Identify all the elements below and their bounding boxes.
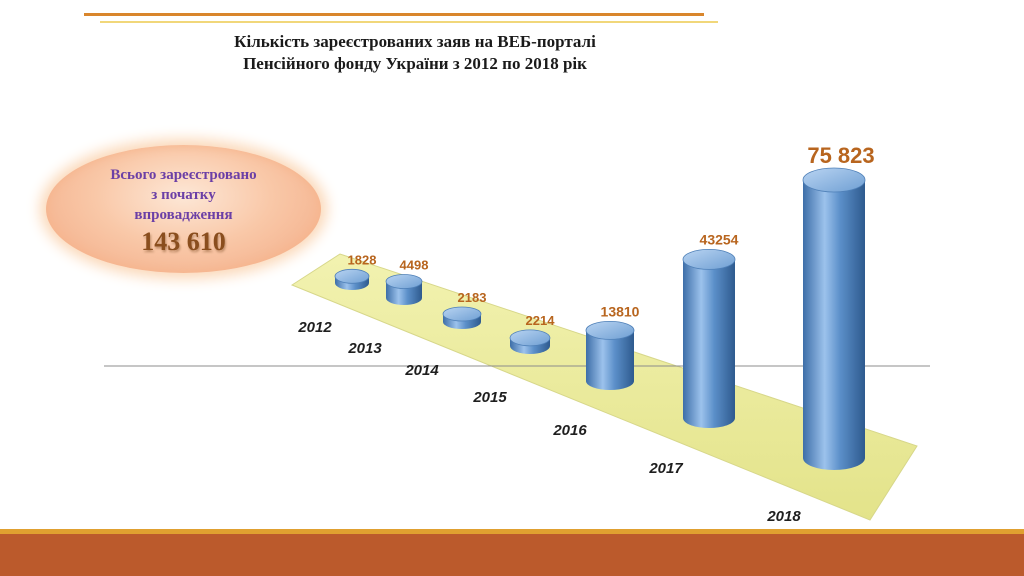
bar-top-2015 [509, 329, 551, 347]
value-label-2015: 2214 [526, 313, 556, 328]
value-label-2016: 13810 [601, 303, 640, 319]
bar-2013: 4498 [385, 258, 429, 305]
year-label-2014: 2014 [404, 362, 439, 379]
total-value: 143 610 [141, 227, 226, 256]
bar-top-2018 [802, 167, 866, 193]
bar-body-2016 [586, 330, 634, 390]
bar-top-2012 [334, 268, 370, 284]
value-label-2017: 43254 [700, 231, 739, 247]
bar-2016: 13810 [585, 303, 640, 390]
total-label-line-3: впровадження [134, 207, 233, 223]
value-label-2014: 2183 [458, 290, 487, 305]
year-label-2013: 2013 [347, 340, 382, 357]
year-label-2017: 2017 [648, 460, 683, 477]
bar-2014: 2183 [442, 290, 487, 329]
title-line-2: Пенсійного фонду України з 2012 по 2018 … [243, 54, 587, 73]
total-registered-oval: Всього зареєстровано з початку впровадже… [46, 145, 321, 273]
bar-2015: 2214 [509, 313, 556, 354]
bar-top-2017 [682, 249, 736, 270]
total-label-line-2: з початку [151, 187, 216, 203]
bar-body-2018 [803, 180, 865, 470]
total-label: Всього зареєстровано з початку впровадже… [46, 165, 321, 225]
bar-2017: 43254 [682, 231, 739, 428]
value-label-2018: 75 823 [807, 143, 874, 168]
bar-top-2016 [585, 320, 635, 340]
bar-top-2014 [442, 306, 482, 322]
bar-top-2013 [385, 274, 423, 289]
bar-body-2017 [683, 259, 735, 428]
value-label-2012: 1828 [348, 252, 377, 267]
footer-stripe [0, 529, 1024, 534]
year-label-2012: 2012 [297, 319, 332, 336]
chart-title: Кількість зареєстрованих заяв на ВЕБ-пор… [120, 31, 710, 75]
top-rule-orange [84, 13, 704, 16]
bar-2012: 1828 [334, 252, 377, 290]
bar-2018: 75 823 [802, 143, 875, 470]
year-label-2015: 2015 [472, 389, 507, 406]
footer-bar [0, 534, 1024, 576]
year-label-2016: 2016 [552, 422, 587, 439]
top-rule-yellow [100, 21, 718, 23]
title-line-1: Кількість зареєстрованих заяв на ВЕБ-пор… [234, 32, 596, 51]
value-label-2013: 4498 [400, 258, 429, 273]
total-label-line-1: Всього зареєстровано [110, 167, 257, 183]
year-label-2018: 2018 [766, 508, 801, 525]
